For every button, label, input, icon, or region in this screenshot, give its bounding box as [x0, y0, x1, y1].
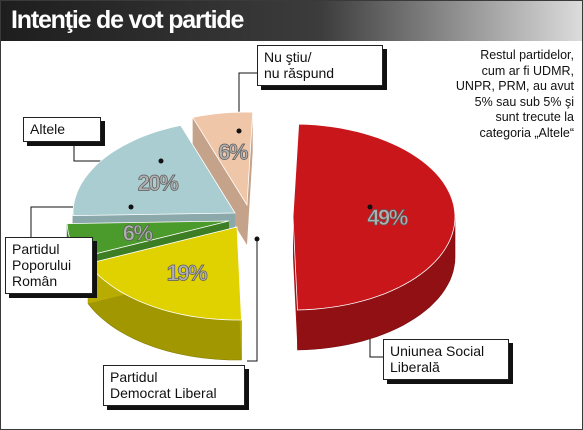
note-line: UNPR, PRM, au avut	[455, 79, 574, 93]
pie-cut-usl	[293, 217, 298, 350]
connector-dot	[367, 204, 373, 210]
note-line: categoria „Altele“	[479, 125, 575, 140]
connector-dot	[254, 236, 260, 242]
callout-line: Liberală	[390, 359, 440, 375]
pie-tops	[66, 111, 456, 321]
connector-dot	[158, 158, 164, 164]
connector-dot	[128, 204, 134, 210]
pie-value-label-usl: 49%	[367, 205, 407, 230]
callout-line: Partidul	[110, 369, 158, 385]
note-line: Restul partidelor,	[480, 48, 574, 62]
legend-callout-nustiu: Nu ştiu/ nu răspund	[257, 45, 383, 86]
callout-line: Altele	[30, 121, 66, 137]
pie-cut-nustiu	[247, 112, 253, 245]
note-line: cum ar fi UDMR,	[481, 63, 574, 78]
callout-line: Român	[12, 273, 58, 289]
callout-line: Nu ştiu/	[264, 49, 312, 65]
pie-slice-pdl	[87, 226, 242, 321]
pie-value-label-nustiu: 6%	[218, 140, 248, 165]
callout-line: Partidul	[12, 241, 60, 257]
connector-nustiu	[238, 72, 257, 131]
legend-callout-ppr: Partidul Poporului Român	[5, 237, 93, 294]
pie-slice-altele	[72, 124, 236, 217]
pie-value-label-ppr: 6%	[123, 221, 153, 246]
note-line: sunt trecute la	[495, 110, 574, 124]
callout-line: Poporului	[12, 257, 72, 273]
pie-value-labels: 49% 19% 6% 20% 6%	[122, 139, 409, 285]
legend-callout-altele: Altele	[23, 117, 101, 142]
chart-title: Intenţie de vot partide	[11, 6, 244, 34]
title-bar: Intenţie de vot partide	[1, 1, 582, 41]
pie-slice-nustiu	[192, 111, 254, 207]
legend-callout-pdl: Partidul Democrat Liberal	[103, 365, 245, 406]
pie-value-label-altele: 20%	[138, 171, 178, 196]
connector-dot	[236, 128, 242, 134]
callout-line: Uniunea Social	[390, 343, 485, 359]
connector-pdl	[247, 239, 258, 362]
note-line: 5% sau sub 5% şi	[474, 94, 574, 109]
pie-slice-usl	[292, 123, 456, 311]
connector-dots	[128, 128, 373, 242]
chart-note: Restul partidelor, cum ar fi UDMR, UNPR,…	[414, 48, 574, 141]
pie-value-label-pdl: 19%	[167, 260, 207, 285]
callout-line: Democrat Liberal	[110, 385, 217, 401]
callout-line: nu răspund	[264, 65, 335, 81]
legend-callout-usl: Uniunea Social Liberală	[383, 339, 509, 380]
